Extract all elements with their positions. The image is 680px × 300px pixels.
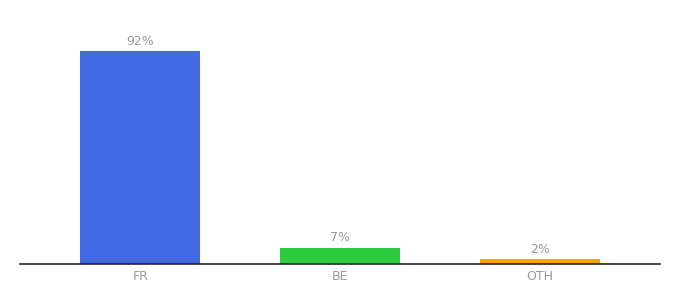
Bar	[80, 51, 200, 264]
Bar	[480, 260, 600, 264]
Text: 92%: 92%	[126, 34, 154, 48]
Bar	[280, 248, 400, 264]
Text: 2%: 2%	[530, 243, 549, 256]
Text: 7%: 7%	[330, 231, 350, 244]
